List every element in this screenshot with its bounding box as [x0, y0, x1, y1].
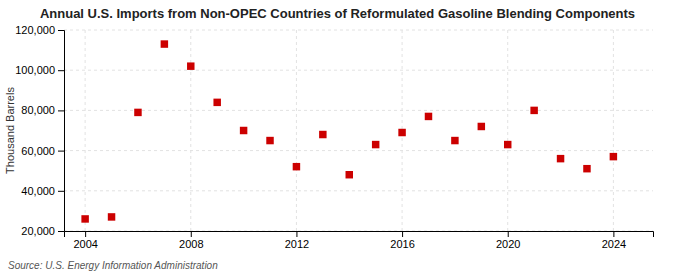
annotation: Source: U.S. Energy Information Administ…: [8, 260, 218, 271]
y-axis-tick: 100,000: [15, 64, 64, 76]
point: [81, 215, 88, 222]
title: Annual U.S. Imports from Non-OPEC Countr…: [40, 6, 635, 21]
y-axis-line: [58, 31, 65, 232]
point: [187, 62, 194, 69]
x-axis-tick: 2024: [602, 231, 626, 250]
point: [504, 141, 511, 148]
point: [610, 153, 617, 160]
point: [266, 137, 273, 144]
grid-line-x: [85, 30, 86, 231]
y-axis-tick-mark: [58, 191, 64, 192]
grid-line-y: [64, 190, 653, 191]
point: [319, 131, 326, 138]
x-axis-tick-mark: [508, 231, 509, 237]
grid: [64, 30, 653, 231]
y-axis-tick-label: 120,000: [15, 24, 55, 36]
y-axis-tick-mark: [58, 151, 64, 152]
point: [240, 127, 247, 134]
point: [451, 137, 458, 144]
point: [557, 155, 564, 162]
point: [293, 163, 300, 170]
y-axis-tick-label: 60,000: [21, 145, 55, 157]
x-axis-tick: 2012: [285, 231, 309, 250]
y-axis-tick-label: 20,000: [21, 225, 55, 237]
point: [134, 109, 141, 116]
grid-line-y: [64, 150, 653, 151]
grid-line-x: [296, 30, 297, 231]
y-axis-tick-label: 100,000: [15, 64, 55, 76]
x-axis-tick: 2020: [496, 231, 520, 250]
x-axis-tick: 2004: [73, 231, 97, 250]
y-axis-tick-mark: [58, 231, 64, 232]
y-axis-tick-label: 80,000: [21, 104, 55, 116]
x-axis-line: [65, 232, 654, 238]
grid-line-x: [507, 30, 508, 231]
x-axis-tick-label: 2024: [602, 238, 626, 250]
point: [398, 129, 405, 136]
grid-line-y: [64, 70, 653, 71]
y-axis-tick-mark: [58, 110, 64, 111]
y-axis-tick: 60,000: [21, 145, 64, 157]
point: [161, 40, 168, 47]
y-axis-tick-label: 40,000: [21, 185, 55, 197]
point: [346, 171, 353, 178]
point: [108, 213, 115, 220]
x-axis-tick: 2016: [390, 231, 414, 250]
y-axis-title: Thousand Barrels: [4, 87, 16, 174]
x-axis-tick-label: 2020: [496, 238, 520, 250]
y-axis-tick: 40,000: [21, 185, 64, 197]
x-axis: 2004 2008 2012 2016 2020 2024: [65, 231, 654, 250]
point: [425, 113, 432, 120]
y-axis-tick-mark: [58, 30, 64, 31]
grid-line-x: [190, 30, 191, 231]
point: [372, 141, 379, 148]
y-axis-tick-mark: [58, 70, 64, 71]
grid-line-y: [64, 30, 653, 31]
x-axis-tick-mark: [191, 231, 192, 237]
x-axis-tick-mark: [402, 231, 403, 237]
point: [478, 123, 485, 130]
y-axis-tick: 20,000: [21, 225, 64, 237]
grid-line-y: [64, 110, 653, 111]
x-axis-tick: 2008: [179, 231, 203, 250]
x-axis-tick-label: 2008: [179, 238, 203, 250]
x-axis-tick-label: 2004: [73, 238, 97, 250]
points: [81, 40, 617, 222]
x-axis-tick-label: 2016: [390, 238, 414, 250]
grid-line-x: [613, 30, 614, 231]
point: [583, 165, 590, 172]
x-axis-tick-mark: [613, 231, 614, 237]
plot: 2004 2008 2012 2016 2020 2024 20,000 40,000 60,0…: [15, 24, 653, 250]
point: [213, 99, 220, 106]
y-axis-tick: 120,000: [15, 24, 64, 36]
chart: 2004 2008 2012 2016 2020 2024 20,000 40,000 60,0…: [0, 0, 675, 275]
x-axis-tick-mark: [296, 231, 297, 237]
x-axis-tick-mark: [85, 231, 86, 237]
point: [530, 107, 537, 114]
y-axis-tick: 80,000: [21, 104, 64, 116]
x-axis-tick-label: 2012: [285, 238, 309, 250]
y-axis: 20,000 40,000 60,000 80,000 100,000 120,000: [15, 24, 64, 237]
